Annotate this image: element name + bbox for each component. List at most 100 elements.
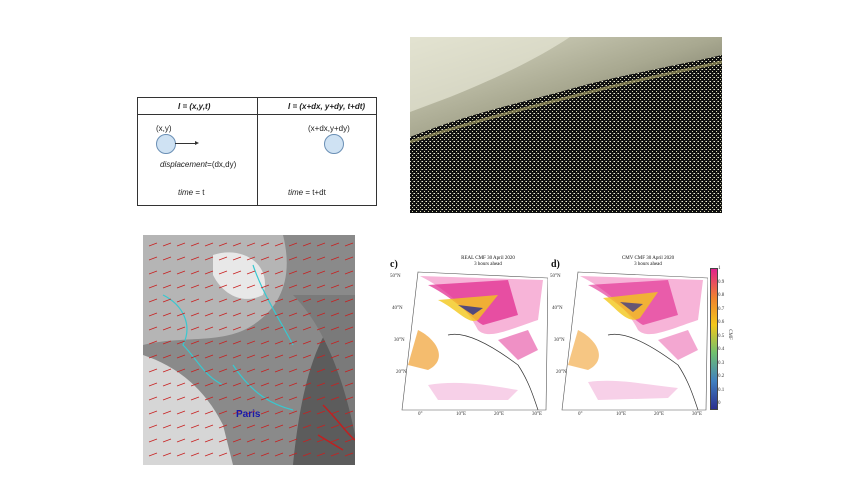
longitude-tick: 0° <box>418 412 423 417</box>
wind-arrow <box>204 326 214 331</box>
wind-arrow <box>316 424 326 429</box>
wind-arrow <box>260 298 270 303</box>
wind-arrow <box>274 424 284 429</box>
displacement-text: displacement=(dx,dy) <box>160 160 237 169</box>
wind-arrow <box>302 368 312 373</box>
wind-arrow <box>302 410 312 415</box>
wind-arrow <box>274 368 284 373</box>
wind-arrow <box>204 424 214 429</box>
wind-arrow <box>260 396 270 401</box>
wind-arrow <box>162 410 172 415</box>
longitude-tick: 30°E <box>692 412 703 417</box>
colorbar-tick: 0.9 <box>718 279 725 285</box>
colorbar-tick: 0.1 <box>718 387 725 393</box>
wind-arrow <box>232 382 242 387</box>
wind-arrow <box>316 256 326 261</box>
wind-arrow <box>274 438 284 443</box>
wind-arrow <box>344 242 354 247</box>
wind-arrow <box>232 326 242 331</box>
wind-arrow <box>204 284 214 289</box>
wind-arrow <box>288 410 298 415</box>
wind-arrow <box>204 396 214 401</box>
wind-arrow <box>190 284 200 289</box>
wind-arrow <box>204 382 214 387</box>
wind-arrow <box>260 452 270 457</box>
wind-arrow <box>260 424 270 429</box>
wind-arrow <box>330 382 340 387</box>
wind-arrow <box>218 242 228 247</box>
wind-arrow <box>316 354 326 359</box>
wind-arrow <box>316 284 326 289</box>
wind-arrow <box>344 368 354 373</box>
wind-vector-map <box>143 235 355 465</box>
wind-arrow <box>316 452 326 457</box>
wind-arrow <box>190 452 200 457</box>
wind-arrow <box>204 256 214 261</box>
wind-arrow <box>302 312 312 317</box>
wind-arrow <box>218 284 228 289</box>
colorbar-tick: 0.4 <box>718 347 725 352</box>
wind-arrow <box>288 424 298 429</box>
wind-arrow <box>232 424 242 429</box>
wind-arrow <box>344 424 354 429</box>
wind-arrow <box>274 256 284 261</box>
colorbar <box>710 268 718 410</box>
wind-arrow <box>148 354 158 359</box>
wind-arrow <box>204 438 214 443</box>
wind-arrow <box>176 438 186 443</box>
wind-arrow <box>162 256 172 261</box>
wind-arrow <box>148 256 158 261</box>
wind-arrow <box>190 312 200 317</box>
wind-arrow <box>260 368 270 373</box>
wind-arrow <box>344 382 354 387</box>
wind-arrow <box>148 396 158 401</box>
wind-arrow <box>148 298 158 303</box>
wind-arrow <box>162 270 172 275</box>
wind-arrow <box>246 256 256 261</box>
wind-arrow <box>246 424 256 429</box>
wind-arrow <box>288 382 298 387</box>
wind-arrow <box>176 298 186 303</box>
wind-arrow <box>260 382 270 387</box>
wind-arrow <box>246 312 256 317</box>
satellite-image-svg <box>410 37 722 213</box>
wind-arrow <box>302 452 312 457</box>
wind-arrow <box>288 270 298 275</box>
wind-arrow <box>288 452 298 457</box>
wind-arrow <box>162 242 172 247</box>
wind-arrow <box>274 354 284 359</box>
wind-arrow <box>344 312 354 317</box>
wind-arrow <box>218 424 228 429</box>
wind-arrow <box>176 424 186 429</box>
wind-arrow <box>204 368 214 373</box>
colorbar-tick: 0 <box>718 401 721 406</box>
wind-arrow <box>162 382 172 387</box>
wind-arrow <box>302 284 312 289</box>
right-header: I = (x+dx, y+dy, t+dt) <box>288 102 366 111</box>
wind-arrow <box>148 438 158 443</box>
wind-arrow <box>190 396 200 401</box>
wind-arrow <box>274 326 284 331</box>
wind-arrow <box>260 284 270 289</box>
wind-arrow <box>204 354 214 359</box>
wind-arrow <box>274 340 284 345</box>
wind-arrow <box>190 298 200 303</box>
wind-arrow <box>344 410 354 415</box>
wind-arrow <box>148 312 158 317</box>
wind-arrow <box>246 410 256 415</box>
wind-arrow <box>232 368 242 373</box>
latitude-tick: 20°N <box>556 370 567 375</box>
wind-arrow <box>204 298 214 303</box>
wind-arrow <box>260 312 270 317</box>
wind-arrow <box>288 340 298 345</box>
wind-arrow <box>344 270 354 275</box>
wind-arrow <box>204 270 214 275</box>
wind-arrow <box>246 396 256 401</box>
colorbar-tick: 0.2 <box>718 374 725 379</box>
wind-arrow <box>330 424 340 429</box>
right-time-text: time = t+dt <box>288 188 326 197</box>
wind-arrow <box>330 438 340 443</box>
wind-arrow <box>274 284 284 289</box>
wind-arrow <box>302 242 312 247</box>
wind-arrow <box>218 382 228 387</box>
